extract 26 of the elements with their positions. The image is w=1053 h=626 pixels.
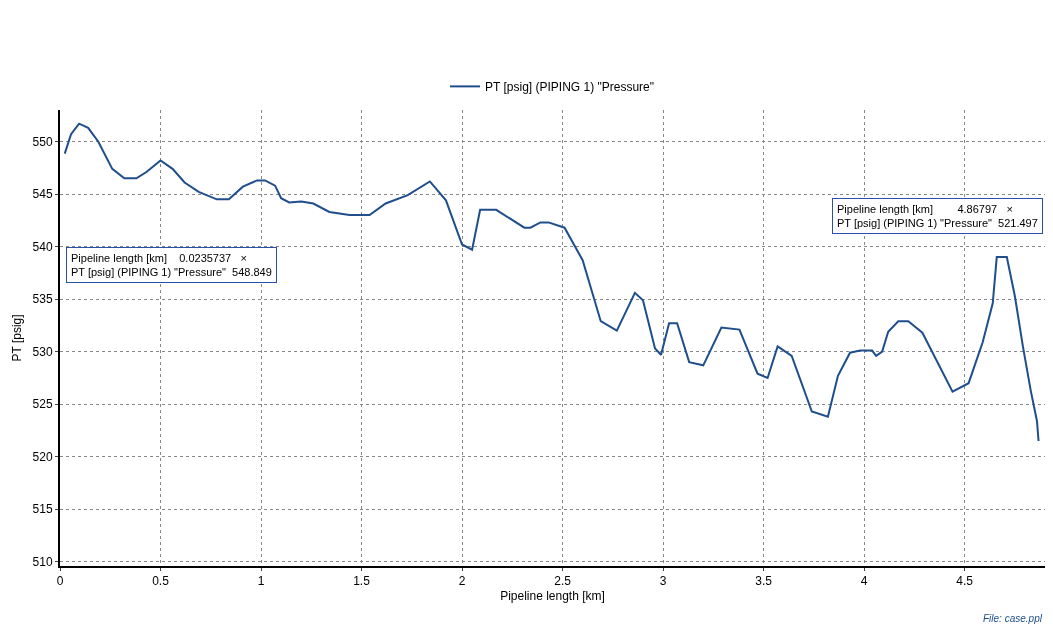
y-tick-label: 510 (32, 555, 53, 569)
y-tick-label: 540 (32, 239, 53, 254)
y-tick-label: 550 (32, 134, 53, 149)
x-tick-label: 2 (458, 574, 466, 589)
line-series (63, 122, 1040, 442)
y-axis-title: PT [psig] (10, 314, 25, 362)
x-tick-label: 0 (56, 574, 64, 589)
x-tick-label: 4 (860, 574, 868, 589)
x-tick-label: 4.5 (956, 574, 974, 589)
x-tick-label: 1.5 (353, 574, 371, 589)
x-tick-label: 2.5 (554, 574, 572, 589)
x-tick-label: 3.5 (755, 574, 773, 589)
y-tick-label: 545 (32, 187, 53, 202)
annotation: Pipeline length [km] 4.86797 × PT [psig] (PIPING 1) "Pressure" 521.497 (837, 203, 1038, 230)
y-tick-label: 535 (32, 292, 53, 307)
legend-label: PT [psig] (PIPING 1) "Pressure" (485, 80, 655, 95)
y-tick-label: 525 (32, 397, 53, 412)
x-axis-title: Pipeline length [km] (500, 588, 605, 603)
x-tick-label: 3 (659, 574, 667, 589)
x-tick-label: 0.5 (152, 574, 170, 589)
text: File: case.ppl (983, 613, 1043, 624)
y-tick-label: 515 (32, 502, 53, 517)
y-tick-label: 520 (32, 449, 53, 464)
y-tick-label: 530 (32, 344, 53, 359)
x-tick-label: 1 (257, 574, 265, 589)
annotation: Pipeline length [km] 0.0235737 × PT [psig] (PIPING 1) "Pressure" 548.849 (71, 252, 272, 279)
